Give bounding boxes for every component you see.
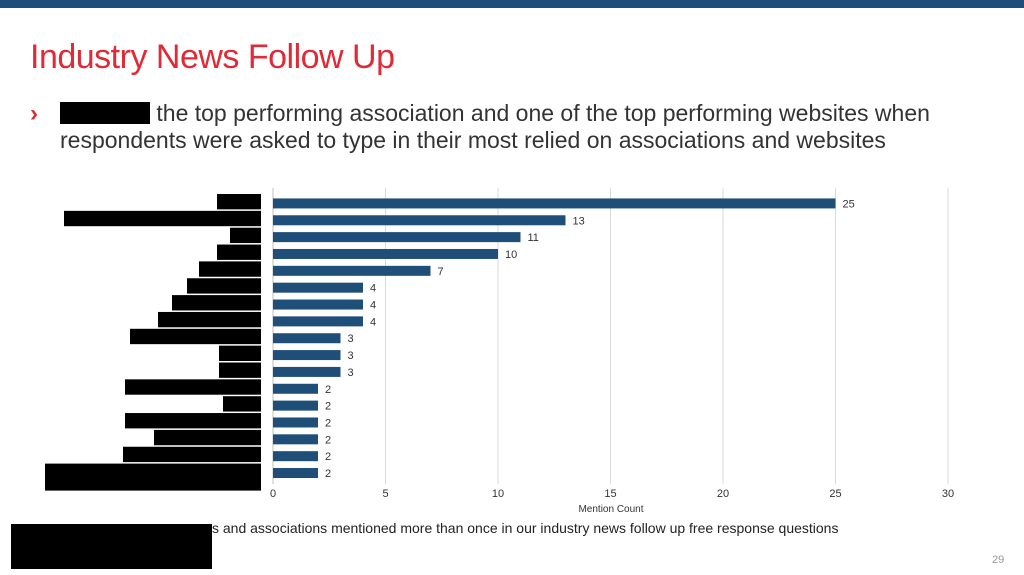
bar-data-label: 2	[325, 417, 331, 429]
bar-data-label: 2	[325, 434, 331, 446]
x-axis-label: Mention Count	[578, 504, 643, 515]
chart-data-labels: 25 13 11 10 7 4 4 4 3 3 3 2 2 2 2 2 2	[325, 198, 855, 480]
category-label-redaction	[172, 295, 261, 311]
bar	[273, 468, 318, 479]
top-accent-bar	[0, 0, 1024, 8]
bar-data-label: 2	[325, 451, 331, 463]
bar	[273, 333, 341, 344]
category-label-redaction	[123, 446, 261, 463]
bar	[273, 434, 318, 445]
bar	[273, 232, 521, 243]
bar-data-label: 2	[325, 468, 331, 480]
bar-data-label: 2	[325, 401, 331, 413]
page-title: Industry News Follow Up	[30, 38, 395, 76]
bar	[273, 350, 341, 361]
category-label-redaction	[217, 244, 261, 260]
category-label-redaction	[125, 379, 261, 395]
bar-data-label: 2	[325, 384, 331, 396]
bar	[273, 400, 318, 411]
redaction-block	[60, 102, 150, 124]
bar-data-label: 13	[573, 215, 585, 227]
x-tick-label: 10	[492, 488, 504, 500]
chart-bars	[273, 198, 836, 479]
bar-data-label: 25	[843, 198, 855, 210]
x-tick-label: 25	[829, 488, 841, 500]
bar	[273, 366, 341, 377]
bar	[273, 198, 836, 209]
x-tick-label: 0	[270, 488, 276, 500]
bar	[273, 265, 431, 276]
bar	[273, 451, 318, 462]
x-tick-label: 30	[942, 488, 954, 500]
category-label-redaction	[217, 194, 261, 210]
footnote-text: s and associations mentioned more than o…	[212, 520, 839, 536]
x-tick-label: 20	[717, 488, 729, 500]
bar-data-label: 3	[348, 367, 354, 379]
category-label-redaction	[199, 261, 261, 277]
bar	[273, 383, 318, 394]
bar-data-label: 4	[370, 316, 376, 328]
bar	[273, 417, 318, 428]
bar-chart: 25 13 11 10 7 4 4 4 3 3 3 2 2 2 2 2 2 0 5 10 15 20 25 30 Menti…	[45, 188, 954, 515]
bar-data-label: 10	[505, 249, 517, 261]
chart-x-ticks: 0 5 10 15 20 25 30	[270, 488, 954, 500]
bar	[273, 248, 498, 259]
category-label-redaction	[187, 278, 261, 294]
page-number: 29	[992, 554, 1005, 566]
x-tick-label: 15	[604, 488, 616, 500]
category-label-redaction	[154, 429, 261, 446]
category-label-redaction	[158, 311, 261, 328]
bar	[273, 282, 363, 293]
bar-data-label: 4	[370, 283, 376, 295]
bar-data-label: 7	[438, 266, 444, 278]
category-label-redaction	[45, 463, 261, 491]
category-label-redactions	[45, 194, 261, 491]
category-label-redaction	[223, 396, 261, 412]
category-label-redaction	[64, 210, 261, 227]
footnote-redaction	[11, 524, 212, 569]
bar	[273, 316, 363, 327]
bar	[273, 299, 363, 310]
category-label-redaction	[125, 413, 261, 429]
bar	[273, 215, 566, 226]
category-label-redaction	[219, 345, 261, 361]
bar-data-label: 11	[528, 232, 539, 244]
bar-data-label: 3	[348, 350, 354, 362]
x-tick-label: 5	[382, 488, 388, 500]
bullet-text: the top performing association and one o…	[60, 100, 940, 154]
bar-data-label: 4	[370, 300, 376, 312]
bullet-text-body: the top performing association and one o…	[60, 100, 930, 153]
category-label-redaction	[230, 227, 261, 244]
category-label-redaction	[130, 328, 261, 345]
category-label-redaction	[219, 362, 261, 378]
bullet-chevron-icon: ›	[30, 100, 38, 127]
bar-data-label: 3	[348, 333, 354, 345]
